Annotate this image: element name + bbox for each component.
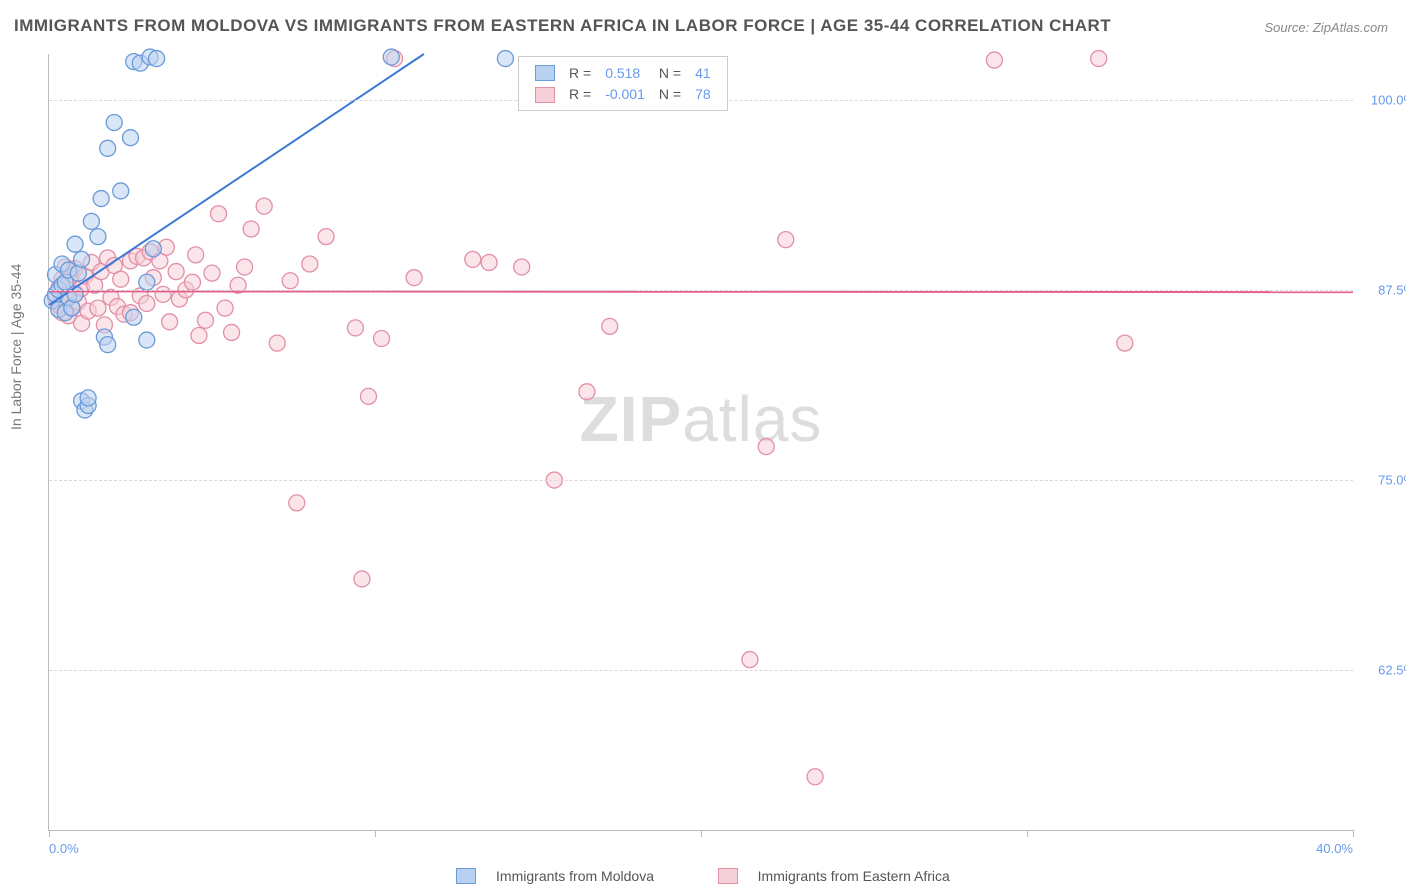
scatter-point [289,495,305,511]
scatter-point [80,390,96,406]
scatter-point [126,309,142,325]
r-value-1: 0.518 [599,63,651,82]
xtick-mark [49,830,50,837]
scatter-point [211,206,227,222]
scatter-point [1117,335,1133,351]
scatter-point [93,191,109,207]
scatter-point [90,300,106,316]
scatter-point [145,241,161,257]
scatter-point [155,286,171,302]
scatter-point [354,571,370,587]
scatter-point [90,229,106,245]
scatter-point [269,335,285,351]
scatter-point [139,296,155,312]
swatch-series-1 [535,65,555,81]
scatter-point [602,318,618,334]
scatter-point [986,52,1002,68]
swatch-series-2 [535,87,555,103]
y-axis-label: In Labor Force | Age 35-44 [8,264,24,430]
legend-label-1: Immigrants from Moldova [496,868,654,884]
correlation-legend: R = 0.518 N = 41 R = -0.001 N = 78 [518,56,728,111]
xtick-mark [1353,830,1354,837]
scatter-point [465,251,481,267]
scatter-point [100,337,116,353]
scatter-point [256,198,272,214]
r-value-2: -0.001 [599,84,651,103]
scatter-point [67,286,83,302]
scatter-point [139,332,155,348]
scatter-point [237,259,253,275]
scatter-point [1091,51,1107,67]
gridline-h [49,480,1353,481]
scatter-point [197,312,213,328]
swatch-bottom-1 [456,868,476,884]
scatter-point [168,264,184,280]
chart-title: IMMIGRANTS FROM MOLDOVA VS IMMIGRANTS FR… [14,16,1111,36]
scatter-point [204,265,220,281]
scatter-point [807,769,823,785]
scatter-point [742,652,758,668]
scatter-point [302,256,318,272]
ytick-label: 100.0% [1359,92,1406,107]
scatter-point [100,140,116,156]
scatter-point [497,51,513,67]
scatter-point [374,331,390,347]
xtick-mark [375,830,376,837]
swatch-bottom-2 [718,868,738,884]
scatter-point [347,320,363,336]
n-value-1: 41 [689,63,717,82]
scatter-point [514,259,530,275]
scatter-point [191,327,207,343]
scatter-point [74,251,90,267]
scatter-point [318,229,334,245]
legend-label-2: Immigrants from Eastern Africa [758,868,950,884]
scatter-point [83,213,99,229]
xtick-label: 0.0% [49,841,79,856]
scatter-point [217,300,233,316]
n-label: N = [653,84,687,103]
n-value-2: 78 [689,84,717,103]
scatter-point [106,114,122,130]
plot-area: ZIPatlas 62.5%75.0%87.5%100.0%0.0%40.0% [48,54,1353,831]
plot-svg [49,54,1353,830]
r-label: R = [563,63,597,82]
scatter-point [224,324,240,340]
scatter-point [360,388,376,404]
scatter-point [243,221,259,237]
ytick-label: 87.5% [1359,282,1406,297]
scatter-point [139,274,155,290]
scatter-point [282,273,298,289]
gridline-h [49,670,1353,671]
scatter-point [162,314,178,330]
scatter-point [778,232,794,248]
correlation-table: R = 0.518 N = 41 R = -0.001 N = 78 [527,61,719,106]
series-legend: Immigrants from Moldova Immigrants from … [0,867,1406,884]
scatter-point [383,49,399,65]
scatter-point [406,270,422,286]
xtick-label: 40.0% [1316,841,1353,856]
xtick-mark [701,830,702,837]
correlation-row-2: R = -0.001 N = 78 [529,84,717,103]
regression-line [49,291,1353,292]
scatter-point [113,271,129,287]
scatter-point [123,130,139,146]
scatter-point [184,274,200,290]
ytick-label: 62.5% [1359,663,1406,678]
scatter-point [188,247,204,263]
scatter-point [149,51,165,67]
scatter-point [758,439,774,455]
scatter-point [67,236,83,252]
gridline-h [49,290,1353,291]
xtick-mark [1027,830,1028,837]
scatter-point [579,384,595,400]
scatter-point [113,183,129,199]
scatter-point [481,254,497,270]
correlation-row-1: R = 0.518 N = 41 [529,63,717,82]
source-label: Source: ZipAtlas.com [1264,20,1388,35]
ytick-label: 75.0% [1359,473,1406,488]
r-label: R = [563,84,597,103]
n-label: N = [653,63,687,82]
